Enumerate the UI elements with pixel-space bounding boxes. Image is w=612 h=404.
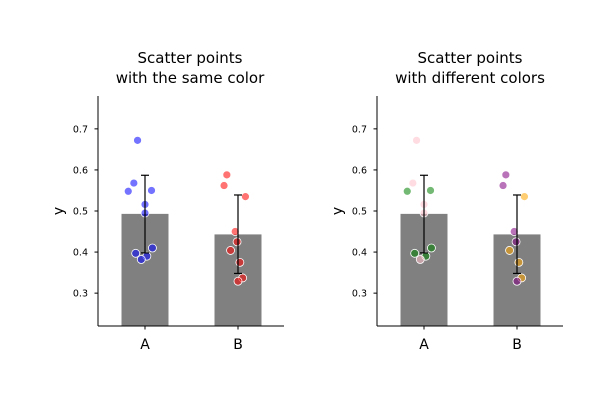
data-point [230, 227, 240, 236]
x-tick-label: B [512, 337, 522, 353]
data-point [427, 243, 436, 253]
data-point [123, 186, 133, 196]
x-tick-label: A [140, 337, 150, 353]
data-point [520, 192, 529, 202]
data-point [498, 181, 508, 190]
x-tick-label: A [419, 337, 429, 353]
y-tick-label: 0.6 [352, 165, 367, 176]
y-tick-label: 0.7 [73, 124, 88, 135]
plot-area: 0.3 0.4 0.5 0.6 0.7 A B [73, 96, 284, 353]
data-point [512, 276, 522, 286]
chart-title-line-2: with the same color [116, 69, 265, 87]
data-point [148, 243, 157, 253]
data-point [410, 248, 420, 258]
chart-panel-different-colors: Scatter points with different colors y 0… [330, 49, 563, 353]
data-point [226, 246, 235, 255]
plot-area: 0.3 0.4 0.5 0.6 0.7 A B [352, 96, 563, 353]
data-point [147, 186, 156, 195]
data-point [509, 227, 519, 236]
data-point [241, 192, 250, 202]
y-axis-label: y [51, 207, 67, 215]
data-point [222, 170, 232, 180]
x-tick-label: B [233, 337, 243, 353]
data-point [232, 237, 242, 247]
chart-title-line-1: Scatter points [138, 49, 243, 67]
y-tick-label: 0.3 [352, 289, 367, 300]
data-point [219, 181, 229, 190]
data-point [131, 248, 141, 258]
data-point [415, 255, 425, 264]
y-tick-label: 0.3 [73, 289, 88, 300]
y-tick-label: 0.4 [352, 248, 367, 259]
y-axis-label: y [330, 207, 346, 215]
chart-title-line-2: with different colors [395, 69, 545, 87]
data-point [235, 257, 245, 267]
data-point [426, 186, 435, 195]
data-point [511, 237, 521, 247]
chart-panel-same-color: Scatter points with the same color y 0.3… [51, 49, 284, 353]
chart-title-line-1: Scatter points [418, 49, 523, 67]
data-point [402, 186, 412, 196]
y-tick-label: 0.6 [73, 165, 88, 176]
data-point [412, 135, 421, 145]
data-point [136, 255, 146, 264]
y-tick-label: 0.4 [73, 248, 88, 259]
data-point [133, 135, 142, 145]
data-point [233, 276, 243, 286]
data-point [501, 170, 511, 180]
data-point [129, 178, 139, 188]
y-tick-label: 0.5 [73, 207, 88, 218]
data-point [505, 246, 514, 255]
data-point [408, 178, 418, 188]
data-point [514, 257, 524, 267]
y-tick-label: 0.7 [352, 124, 367, 135]
y-tick-label: 0.5 [352, 207, 367, 218]
